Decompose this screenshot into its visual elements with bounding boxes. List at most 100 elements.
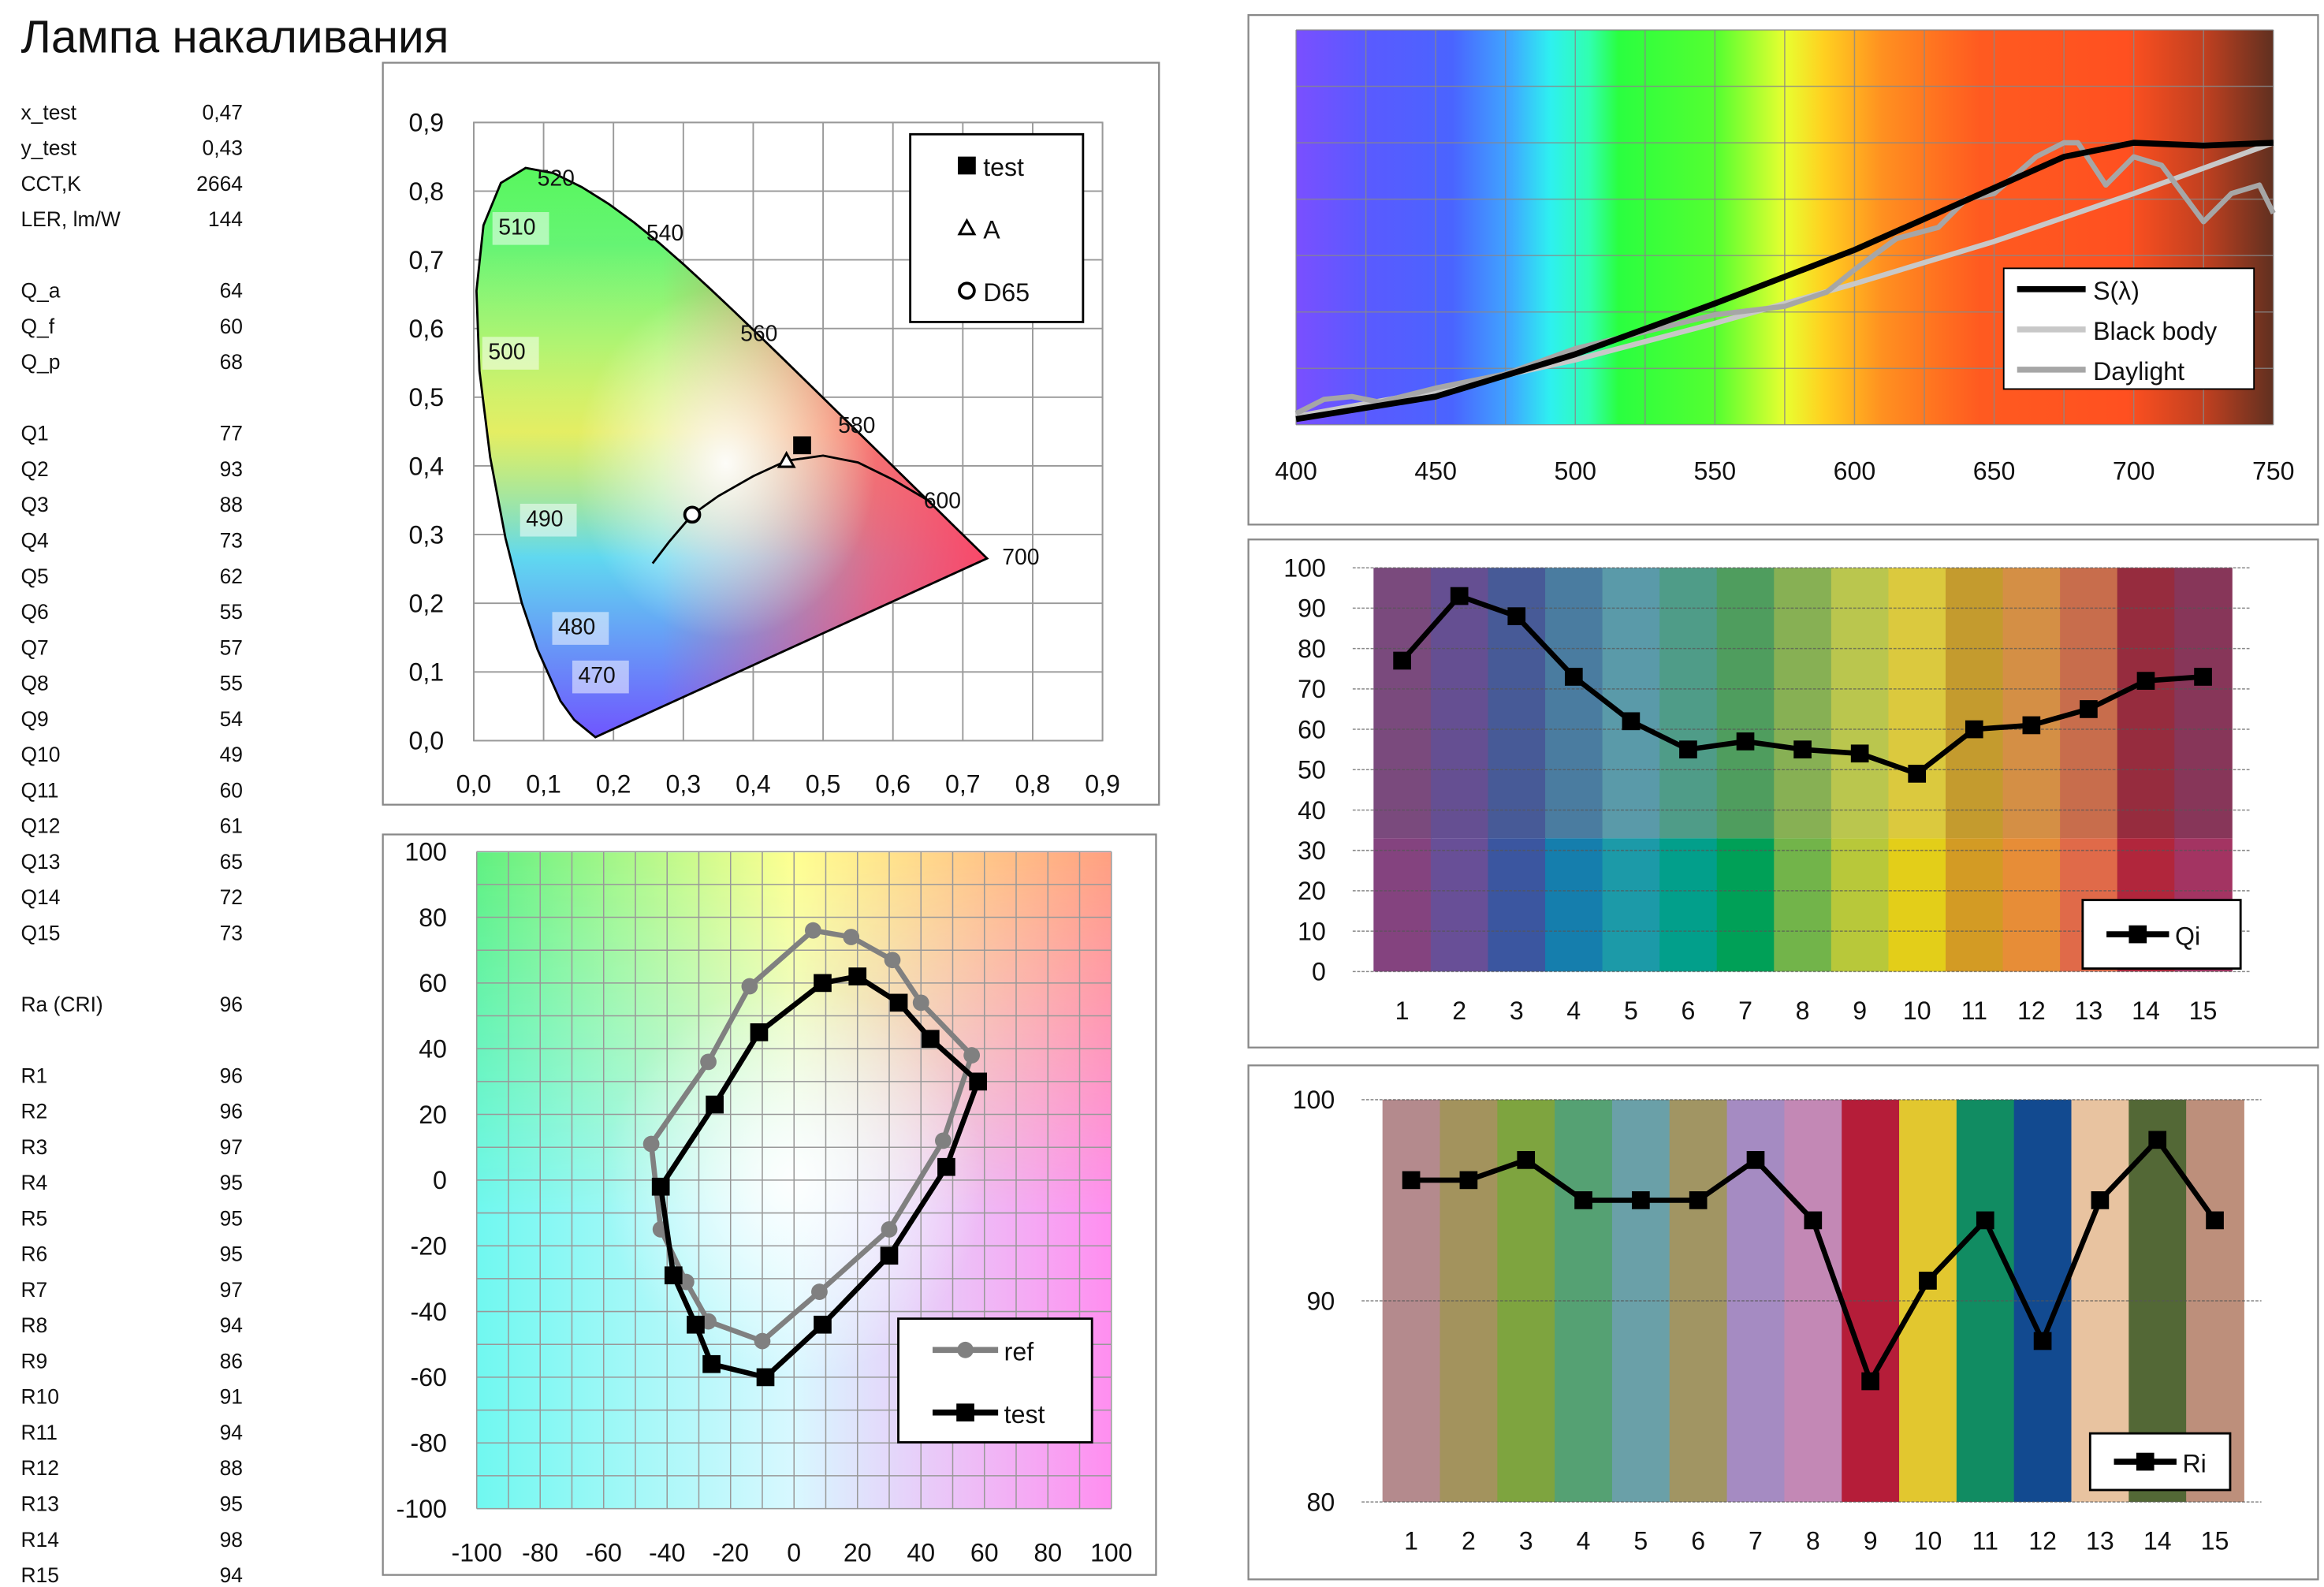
y-tick-label: 0,7 (409, 246, 445, 274)
data-point (1746, 1151, 1765, 1169)
y-tick-label: 100 (1293, 1086, 1335, 1114)
color-sample-bar-low (1716, 838, 1775, 972)
y-tick-label: 60 (419, 969, 447, 997)
legend-label: S(λ) (2093, 277, 2140, 305)
stat-value: 97 (220, 1135, 243, 1159)
color-sample-bar-low (1831, 838, 1890, 972)
color-sample-bar-high (1831, 568, 1890, 839)
stat-value: 49 (220, 743, 243, 766)
y-tick-label: 10 (1298, 917, 1326, 945)
stat-row: Q15 73 (20, 921, 243, 944)
stat-label: R12 (20, 1456, 58, 1480)
color-sample-bar-high (1774, 568, 1832, 839)
data-point (750, 1023, 769, 1041)
x-tick-label: 12 (2017, 997, 2046, 1025)
data-point (741, 978, 758, 995)
x-tick-label: -60 (586, 1539, 622, 1567)
x-tick-label: 0 (787, 1539, 801, 1567)
point-d65 (683, 505, 702, 524)
stat-label: R10 (20, 1385, 58, 1409)
stat-label: Q2 (20, 457, 48, 481)
x-tick-label: 1 (1395, 997, 1410, 1025)
stat-label: Q15 (20, 921, 60, 944)
wavelength-label-bg (520, 503, 577, 537)
point-test (793, 436, 811, 455)
y-tick-label: -40 (411, 1298, 447, 1326)
qi-legend: Qi (2081, 899, 2242, 970)
stat-label: x_test (20, 100, 76, 124)
data-point (1804, 1211, 1823, 1230)
color-sample-bar-high (2117, 568, 2176, 839)
color-sample-bar-low (1545, 838, 1603, 972)
stat-label: Q4 (20, 529, 48, 553)
stat-label: Q1 (20, 422, 48, 445)
x-tick-label: 0,3 (666, 770, 702, 799)
x-tick-label: 0,8 (1015, 770, 1051, 799)
stat-row: R13 95 (20, 1492, 243, 1516)
x-tick-label: 0,7 (945, 770, 981, 799)
color-sample-bar-high (2002, 568, 2061, 839)
stat-row: R6 95 (20, 1242, 243, 1266)
x-tick-label: -40 (649, 1539, 685, 1567)
cie-chromaticity-chart: 0,0 0,1 0,2 0,3 0,4 0,5 0,6 0,7 0,8 0,9 0,0 0,1 0,2 0… (382, 61, 1160, 806)
x-tick-label: 0,4 (736, 770, 771, 799)
x-tick-label: 1 (1404, 1527, 1418, 1555)
stat-label: R4 (20, 1171, 47, 1194)
planckian-locus (651, 454, 933, 564)
plot-frame (472, 121, 1104, 742)
stat-row: R9 86 (20, 1349, 243, 1373)
color-sample-bar-high (1545, 568, 1603, 839)
ri-legend: Ri (2088, 1432, 2232, 1492)
stat-value: 65 (220, 850, 243, 874)
data-point (1393, 651, 1411, 670)
y-tick-label: 0,4 (409, 452, 445, 480)
x-tick-label: 14 (2143, 1527, 2172, 1555)
wavelength-label: 510 (498, 214, 535, 240)
data-point (2148, 1131, 2167, 1149)
stat-value: 2664 (196, 172, 243, 196)
stat-label: R13 (20, 1492, 58, 1516)
stat-value: 98 (220, 1528, 243, 1552)
wavelength-label-bg (572, 660, 629, 694)
x-tick-label: 3 (1510, 997, 1524, 1025)
stats-table: x_test 0,47 y_test 0,43 CCT,K 2664 LER, lm/W 14… (20, 100, 243, 1587)
data-point (754, 1332, 771, 1350)
stat-row: R14 98 (20, 1528, 243, 1552)
stat-row: Q_a 64 (20, 279, 243, 303)
y-tick-label: 100 (1283, 554, 1326, 583)
cie-legend: test A D65 (909, 132, 1085, 323)
stat-label: Q10 (20, 743, 60, 766)
data-point (1793, 740, 1812, 758)
stat-row: y_test 0,43 (20, 136, 243, 160)
stat-value: 61 (220, 814, 243, 838)
x-tick-label: 450 (1414, 457, 1457, 486)
data-point (843, 929, 860, 945)
stat-label: R14 (20, 1528, 58, 1552)
y-tick-label: 0 (433, 1166, 447, 1194)
wavelength-label: 470 (579, 663, 616, 688)
wavelength-label-bg (492, 212, 549, 245)
legend-label: test (1004, 1400, 1045, 1429)
color-sample-bar-low (1774, 838, 1832, 972)
data-point (687, 1315, 705, 1334)
stat-value: 86 (220, 1349, 243, 1373)
point-a (777, 450, 796, 468)
y-tick-label: -80 (411, 1429, 447, 1458)
x-tick-label: 600 (1834, 457, 1876, 486)
stat-value: 97 (220, 1278, 243, 1302)
data-point (921, 1030, 940, 1049)
stat-row: Q8 55 (20, 672, 243, 695)
y-tick-label: -60 (411, 1363, 447, 1391)
stat-row: Q13 65 (20, 850, 243, 874)
y-tick-label: 0,2 (409, 590, 445, 618)
y-tick-label: 20 (419, 1101, 447, 1129)
stat-label: R5 (20, 1206, 47, 1230)
data-point (963, 1047, 981, 1064)
stat-value: 88 (220, 1456, 243, 1480)
stat-label: R2 (20, 1100, 47, 1123)
data-point (1976, 1211, 1994, 1230)
wavelength-label: 500 (488, 340, 525, 365)
stat-label: Q14 (20, 885, 60, 909)
y-tick-label: 0,9 (409, 109, 445, 137)
